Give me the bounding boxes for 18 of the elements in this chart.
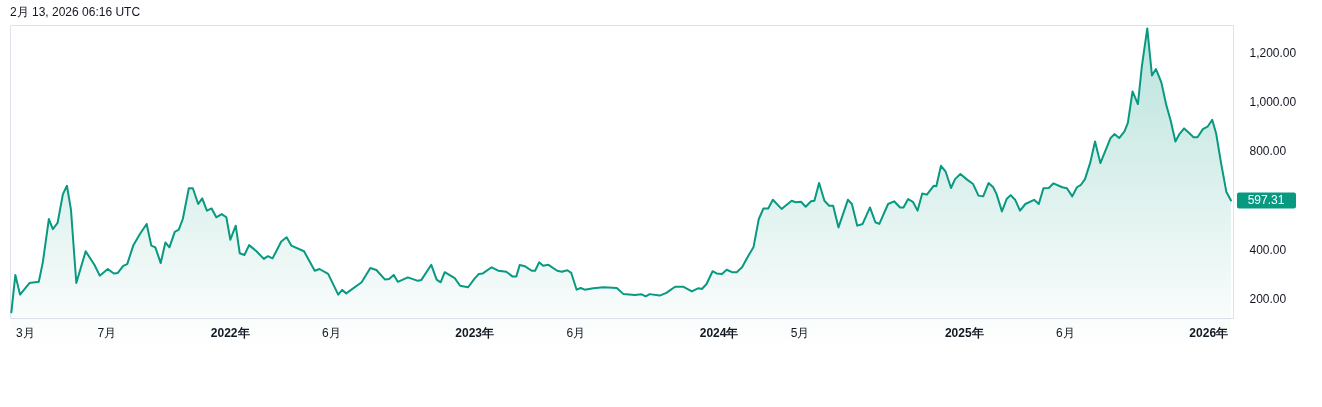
x-tick-label: 2026年 <box>1189 325 1229 340</box>
x-tick-label: 7月 <box>97 325 117 340</box>
chart-title: 2月 13, 2026 06:16 UTC <box>10 5 141 19</box>
y-tick-label: 200.00 <box>1249 291 1287 306</box>
annotation: 597.31 <box>1247 193 1285 208</box>
x-tick-label: 2025年 <box>944 325 984 340</box>
x-tick-label: 6月 <box>1056 325 1075 340</box>
y-tick-label: 1,200.00 <box>1249 45 1297 60</box>
y-tick-label: 800.00 <box>1249 144 1287 159</box>
x-tick-label: 3月 <box>15 325 35 340</box>
x-tick-label: 6月 <box>321 325 341 340</box>
y-tick-label: 1,000.00 <box>1249 94 1297 109</box>
x-tick-label: 6月 <box>566 325 586 340</box>
x-tick-label: 2022年 <box>210 325 250 340</box>
y-tick-label: 400.00 <box>1249 242 1287 257</box>
x-tick-label: 2024年 <box>699 325 739 340</box>
x-tick-label: 2023年 <box>455 325 494 340</box>
x-tick-label: 5月 <box>790 325 810 340</box>
